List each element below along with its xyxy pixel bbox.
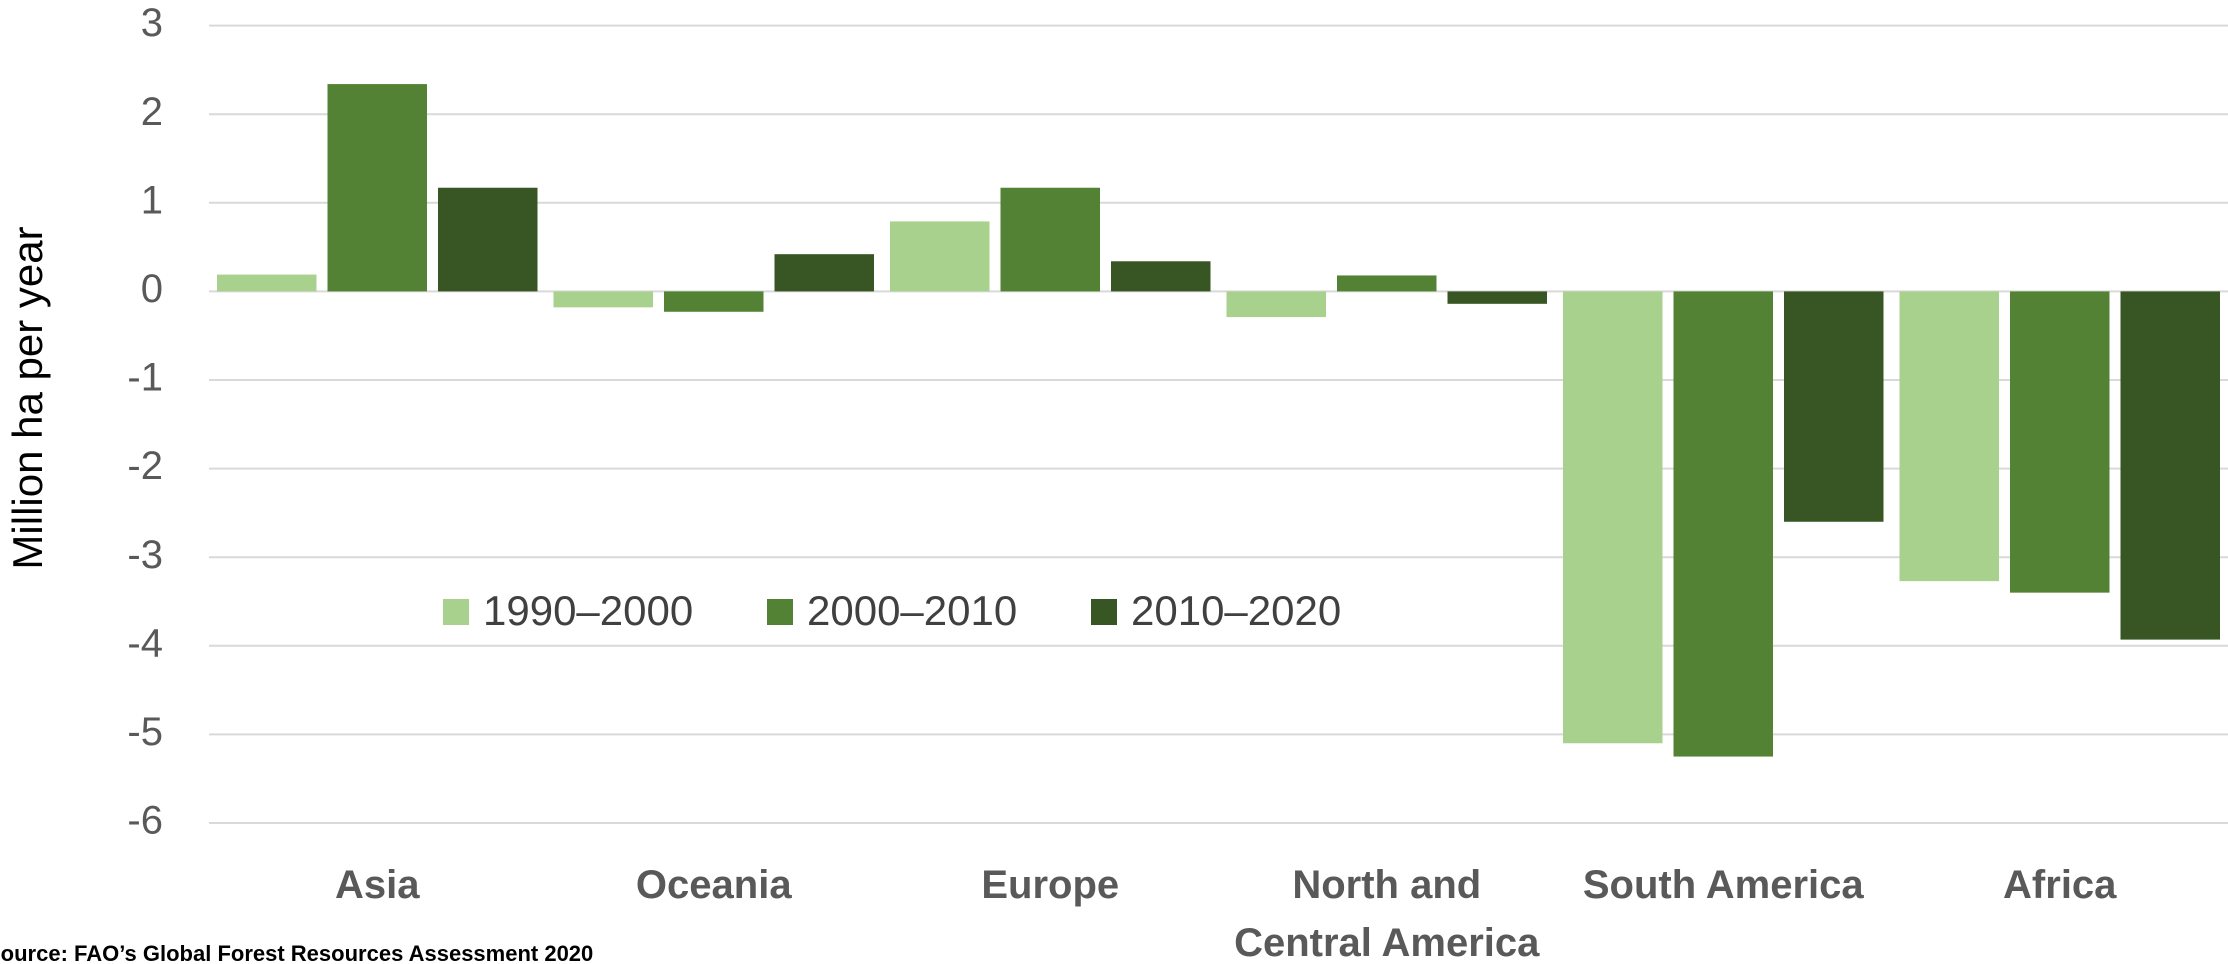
legend-label: 2000–2010 — [807, 587, 1017, 634]
bar — [664, 291, 764, 312]
bar — [438, 187, 538, 292]
legend-label: 1990–2000 — [483, 587, 693, 634]
y-tick-label: -2 — [127, 444, 163, 488]
bar — [553, 291, 653, 308]
bar — [217, 274, 317, 292]
y-tick-label: 2 — [141, 90, 163, 134]
x-tick-label: Europe — [981, 863, 1120, 907]
y-tick-label: -3 — [127, 533, 163, 577]
bar — [2120, 291, 2220, 640]
bar — [1337, 275, 1437, 292]
legend-swatch — [1091, 599, 1117, 625]
y-tick-label: -4 — [127, 621, 163, 665]
y-tick-label: 3 — [141, 1, 163, 45]
bar — [890, 221, 990, 292]
legend-label: 2010–2020 — [1131, 587, 1341, 634]
bar — [1899, 291, 1999, 582]
y-tick-label: -6 — [127, 799, 163, 843]
y-axis-title: Million ha per year — [4, 226, 51, 569]
bar — [1563, 291, 1663, 744]
source: Source: FAO’s Global Forest Resources As… — [0, 941, 593, 964]
bar — [1673, 291, 1773, 757]
x-tick-label: South America — [1582, 863, 1864, 907]
y-tick-label: -5 — [127, 710, 163, 754]
x-tick-label: Africa — [2003, 863, 2117, 907]
bar — [1226, 291, 1326, 318]
bar — [1447, 291, 1547, 304]
x-tick-label: North and Central America — [1234, 863, 1540, 964]
bar — [1000, 187, 1100, 292]
x-tick-label: Asia — [335, 863, 420, 907]
bar — [2010, 291, 2110, 593]
bar — [1784, 291, 1884, 522]
y-tick-label: 1 — [141, 178, 163, 222]
y-tick-label: -1 — [127, 356, 163, 400]
bar — [327, 84, 427, 292]
legend-swatch — [443, 599, 469, 625]
bar — [774, 254, 874, 292]
bar — [1111, 261, 1211, 292]
x-tick-label: Oceania — [635, 863, 792, 907]
legend-swatch — [767, 599, 793, 625]
y-tick-label: 0 — [141, 267, 163, 311]
